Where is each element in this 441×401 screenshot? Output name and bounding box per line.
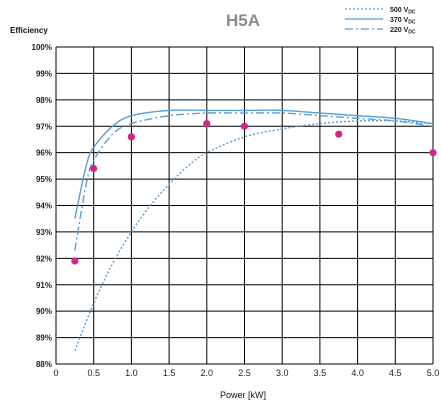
x-tick-label: 4.0 [351,368,364,378]
series-line-dashdot [74,112,434,251]
y-axis-label: Efficiency [10,26,48,35]
data-point [203,120,211,128]
data-point [90,164,98,173]
x-tick-label: 4.5 [389,368,402,378]
x-axis-label: Power [kW] [220,390,266,400]
data-point [127,133,135,141]
legend-label: 500 VDC [390,7,416,16]
y-tick-label: 94% [36,202,52,211]
series-layer [74,109,434,352]
x-tick-labels: 0 0.5 1.0 1.5 2.0 2.5 3.0 3.5 4.0 4.5 5.0 [53,368,439,378]
y-tick-label: 98% [36,96,52,105]
y-tick-label: 99% [36,69,52,78]
x-tick-label: 0.5 [87,368,100,378]
x-tick-label: 1.0 [125,368,138,378]
y-tick-label: 92% [36,254,52,263]
series-line-solid [74,109,434,219]
y-tick-label: 96% [36,149,52,158]
y-tick-label: 95% [36,175,52,184]
points-layer [71,120,437,265]
x-tick-label: 0 [53,368,58,378]
legend-label: 220 VDC [390,27,416,36]
y-tick-label: 91% [36,281,52,290]
data-point [240,122,249,130]
y-tick-label: 89% [36,334,52,343]
data-point [429,149,437,157]
y-tick-label: 93% [36,228,52,237]
x-tick-label: 2.5 [238,368,251,378]
y-tick-label: 88% [36,360,52,369]
y-tick-label: 90% [36,307,52,316]
x-tick-label: 5.0 [427,368,440,378]
x-tick-label: 3.5 [314,368,327,378]
chart-title: H5A [226,11,260,30]
y-tick-labels: 88% 89% 90% 91% 92% 93% 94% 95% 96% 97% 98% 99% 100% [32,43,52,369]
data-point [335,130,343,138]
grid [55,46,434,365]
y-tick-label: 100% [32,43,52,52]
series-line-dotted [74,119,434,352]
x-tick-label: 3.0 [276,368,289,378]
data-point [71,257,79,265]
x-tick-label: 1.5 [163,368,176,378]
legend-label: 370 VDC [390,17,416,26]
y-tick-label: 97% [36,122,52,131]
x-tick-label: 2.0 [201,368,214,378]
